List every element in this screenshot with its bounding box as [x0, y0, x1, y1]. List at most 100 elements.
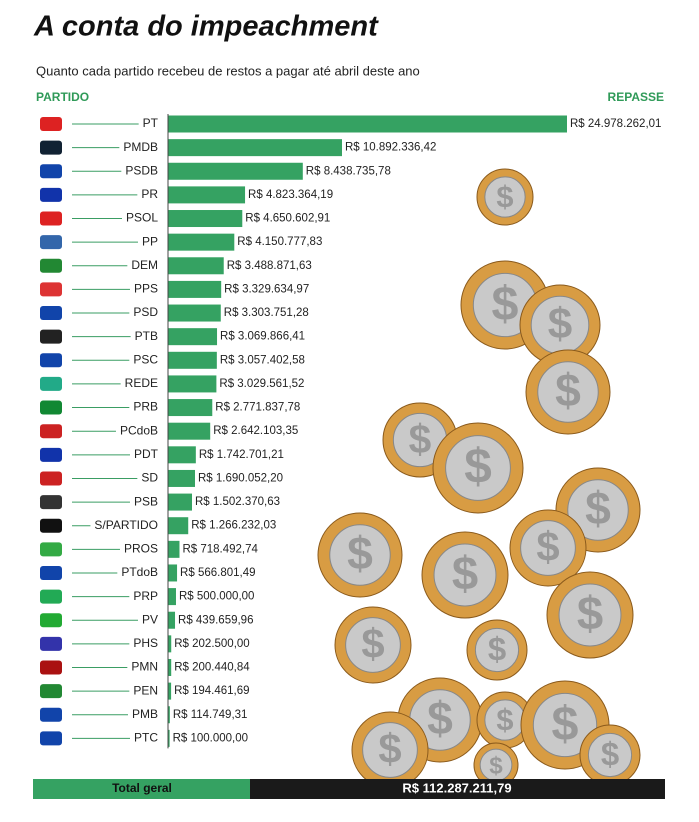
bar: [168, 706, 170, 724]
coin-center: [558, 583, 622, 647]
party-logo: [40, 731, 62, 746]
party-logo: [40, 164, 62, 179]
value-label: R$ 24.978.262,01: [570, 118, 661, 130]
category-label: PTC: [134, 731, 158, 745]
bar: [168, 469, 195, 487]
value-label: R$ 3.488.871,63: [227, 260, 312, 272]
coin-symbol: $: [464, 439, 492, 494]
category-label: PCdoB: [120, 423, 158, 437]
party-logo: [40, 471, 62, 486]
chart-title: A conta do impeachment: [33, 11, 379, 43]
value-label: R$ 10.892.336,42: [345, 142, 436, 154]
coin-symbol: $: [536, 523, 559, 570]
category-label: PSD: [133, 305, 158, 319]
party-logo: [40, 424, 62, 439]
coin-symbol: $: [347, 527, 373, 579]
category-label: S/PARTIDO: [94, 518, 158, 532]
category-label: PEN: [133, 683, 158, 697]
chart-subtitle: Quanto cada partido recebeu de restos a …: [36, 63, 420, 78]
party-logo: [40, 613, 62, 628]
coin-center: [484, 176, 526, 218]
value-label: R$ 4.650.602,91: [245, 213, 330, 225]
value-label: R$ 1.690.052,20: [198, 472, 283, 484]
category-label: DEM: [131, 258, 158, 272]
category-label: PHS: [133, 636, 158, 650]
coin-center: [329, 524, 391, 586]
party-logo: [40, 636, 62, 651]
bar: [168, 682, 172, 700]
bar: [168, 210, 243, 228]
party-logo: [40, 258, 62, 273]
coin-center: [433, 543, 497, 607]
value-label: R$ 1.502.370,63: [195, 496, 280, 508]
value-label: R$ 3.329.634,97: [224, 283, 309, 295]
category-label: PMDB: [123, 140, 158, 154]
total-value-band: [250, 779, 665, 799]
party-logo: [40, 282, 62, 297]
coin-symbol: $: [496, 179, 513, 214]
coin-symbol: $: [492, 277, 519, 331]
category-label: PSOL: [126, 211, 158, 225]
value-label: R$ 1.266.232,03: [191, 520, 276, 532]
coin-symbol: $: [488, 631, 506, 668]
category-header: PARTIDO: [36, 90, 89, 104]
value-label: R$ 194.461,69: [174, 685, 249, 697]
party-logo: [40, 684, 62, 699]
bar: [168, 375, 217, 393]
party-logo: [40, 235, 62, 250]
bar: [168, 351, 217, 369]
party-logo: [40, 329, 62, 344]
value-label: R$ 500.000,00: [179, 591, 254, 603]
value-label: R$ 100.000,00: [173, 732, 248, 744]
party-logo: [40, 140, 62, 155]
party-logo: [40, 495, 62, 510]
coin-symbol: $: [452, 548, 478, 601]
value-label: R$ 114.749,31: [173, 709, 248, 721]
party-logo: [40, 211, 62, 226]
bar: [168, 564, 178, 582]
coin-center: [532, 692, 598, 758]
coin-symbol: $: [496, 702, 513, 737]
category-label: SD: [141, 471, 158, 485]
bar: [168, 540, 180, 558]
party-logo: [40, 400, 62, 415]
party-logo: [40, 707, 62, 722]
bar: [168, 517, 189, 535]
coin-center: [567, 479, 629, 541]
value-label: R$ 3.069.866,41: [220, 331, 305, 343]
value-label: R$ 2.771.837,78: [215, 402, 300, 414]
value-label: R$ 3.303.751,28: [224, 307, 309, 319]
category-label: PR: [141, 187, 158, 201]
coin-center: [345, 617, 401, 673]
bar: [168, 139, 342, 157]
value-label: R$ 4.823.364,19: [248, 189, 333, 201]
bar: [168, 493, 192, 511]
category-label: PSC: [133, 352, 158, 366]
coin-center: [587, 732, 633, 778]
coin-symbol: $: [361, 620, 384, 667]
category-label: PROS: [124, 542, 158, 556]
party-logo: [40, 447, 62, 462]
value-label: R$ 718.492,74: [182, 543, 258, 555]
category-label: PRP: [133, 589, 158, 603]
bar: [168, 280, 222, 298]
coin-center: [520, 520, 576, 576]
value-label: R$ 202.500,00: [174, 638, 249, 650]
category-label: PDT: [134, 447, 159, 461]
total-value: R$ 112.287.211,79: [402, 780, 511, 795]
bar: [168, 446, 196, 464]
coin-symbol: $: [555, 364, 581, 416]
category-label: PSDB: [125, 163, 158, 177]
category-label: PTB: [135, 329, 158, 343]
party-logo: [40, 376, 62, 391]
coin-center: [445, 435, 511, 501]
bar: [168, 115, 567, 133]
coin-center: [362, 722, 418, 778]
category-label: PP: [142, 234, 158, 248]
coin-center: [474, 627, 520, 673]
bar: [168, 162, 303, 180]
category-label: PTdoB: [121, 565, 158, 579]
category-label: PMB: [132, 707, 158, 721]
category-label: PRB: [133, 400, 158, 414]
